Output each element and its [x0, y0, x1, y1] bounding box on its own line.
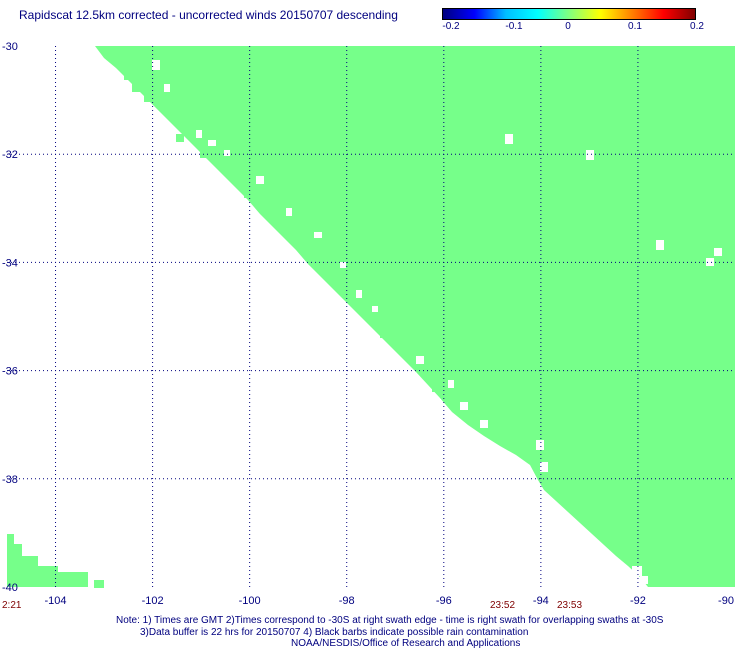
missing-cell [356, 290, 362, 298]
missing-cell [196, 130, 202, 138]
swath-edge-cell [132, 80, 144, 92]
swath-edge-cell [346, 288, 354, 296]
swath-edge-cell [300, 224, 308, 232]
missing-cell [640, 576, 648, 584]
swath-edge-cell [200, 148, 208, 158]
longitude-label: -100 [239, 595, 261, 607]
missing-cell [152, 60, 160, 70]
swath-edge-cell [268, 202, 276, 212]
colorbar-label-0: 0 [565, 21, 571, 32]
longitude-labels: -104 -102 -100 -98 -96 -94 -92 -90 [45, 595, 734, 607]
swath-edge-cell [380, 330, 390, 338]
latitude-labels: -30 -32 -34 -36 -38 -40 [2, 41, 18, 594]
missing-cell [256, 176, 264, 184]
swath-edge-cell [116, 58, 126, 68]
swath-edge-cell [432, 384, 440, 392]
missing-cell [340, 262, 346, 268]
swath-polygon [95, 46, 735, 587]
missing-cell [714, 248, 722, 256]
latitude-label: -40 [2, 582, 18, 594]
missing-cell [706, 258, 714, 266]
swath-time-3: 23:53 [557, 600, 583, 611]
swath-edge-cell [244, 188, 252, 198]
swath-edge-cell [144, 92, 154, 102]
swath-edge-cell [94, 580, 104, 588]
missing-cell [164, 84, 170, 92]
longitude-label: -96 [436, 595, 452, 607]
colorbar-label-neg-0-1: -0.1 [505, 21, 523, 32]
note-line-3: NOAA/NESDIS/Office of Research and Appli… [291, 638, 521, 649]
latitude-label: -34 [2, 257, 18, 269]
missing-cell [448, 380, 454, 388]
missing-cell [540, 462, 548, 472]
swath-edge-cell [220, 158, 228, 166]
swath-edge-cell [310, 238, 318, 246]
missing-cell [536, 440, 544, 450]
note-line-2: 3)Data buffer is 22 hrs for 20150707 4) … [140, 627, 529, 638]
swath-edge-cell [124, 68, 134, 80]
latitude-label: -38 [2, 474, 18, 486]
missing-cell [586, 150, 594, 160]
latitude-label: -32 [2, 149, 18, 161]
swath-fragment-bottom-left [7, 534, 88, 587]
note-line-1: Note: 1) Times are GMT 2)Times correspon… [116, 615, 664, 626]
swath-edge-cell [330, 258, 340, 268]
missing-cell [224, 150, 230, 156]
missing-cell [505, 134, 513, 144]
longitude-label: -90 [718, 595, 734, 607]
map-grid [7, 46, 735, 587]
swath-time-2: 23:52 [490, 600, 516, 611]
latitude-label: -30 [2, 41, 18, 53]
colorbar [442, 8, 696, 20]
swath-edge-cell [176, 134, 184, 142]
latitude-label: -36 [2, 366, 18, 378]
missing-cell [286, 208, 292, 216]
swath-edge-cell [362, 300, 370, 310]
colorbar-label-0-1: 0.1 [628, 21, 642, 32]
missing-cell [208, 140, 216, 146]
missing-cell [480, 420, 488, 428]
longitude-label: -104 [45, 595, 67, 607]
missing-cell [632, 566, 642, 576]
swath-edge-cell [108, 46, 116, 58]
colorbar-label-0-2: 0.2 [690, 21, 704, 32]
missing-cell [314, 232, 322, 238]
longitude-label: -92 [630, 595, 646, 607]
longitude-label: -98 [339, 595, 355, 607]
swath-time-1: 2:21 [2, 600, 22, 611]
longitude-label: -102 [142, 595, 164, 607]
swath-edge-cell [424, 372, 432, 380]
swath-edge-cell [400, 346, 410, 356]
swath-area [7, 46, 735, 588]
longitude-label: -94 [533, 595, 549, 607]
missing-cell [460, 402, 468, 410]
missing-cell [416, 356, 424, 364]
missing-data-cells [152, 60, 722, 584]
map-title: Rapidscat 12.5km corrected - uncorrected… [19, 8, 398, 22]
colorbar-label-neg-0-2: -0.2 [442, 21, 460, 32]
missing-cell [656, 240, 664, 250]
missing-cell [372, 306, 378, 312]
